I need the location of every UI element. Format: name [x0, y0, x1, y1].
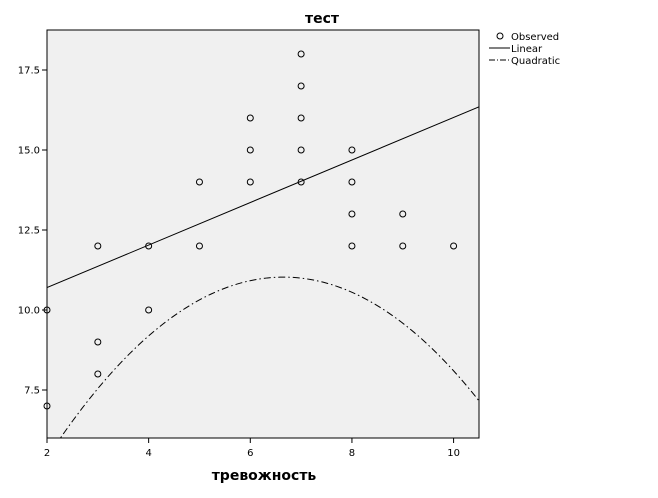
- observed-point: [43, 402, 51, 410]
- observed-point: [94, 242, 102, 250]
- legend-observed-marker: [496, 32, 504, 40]
- observed-point: [348, 242, 356, 250]
- observed-point: [94, 370, 102, 378]
- legend-observed-label: Observed: [511, 32, 559, 43]
- observed-point: [195, 178, 203, 186]
- observed-point: [348, 210, 356, 218]
- chart-title: тест: [305, 11, 340, 27]
- observed-point: [297, 50, 305, 58]
- observed-point: [94, 338, 102, 346]
- observed-point: [145, 306, 153, 314]
- y-tick-label: 7.5: [24, 386, 40, 397]
- observed-point: [246, 114, 254, 122]
- observed-point: [399, 210, 407, 218]
- x-tick-label: 10: [447, 448, 460, 459]
- legend: Observed Linear Quadratic: [489, 32, 560, 67]
- legend-linear-label: Linear: [511, 44, 543, 55]
- y-tick-label: 17.5: [18, 66, 40, 77]
- legend-quadratic-label: Quadratic: [511, 56, 560, 67]
- observed-point: [246, 178, 254, 186]
- observed-point: [43, 306, 51, 314]
- x-tick-label: 4: [145, 448, 151, 459]
- observed-point: [399, 242, 407, 250]
- observed-point: [348, 178, 356, 186]
- x-tick-label: 2: [44, 448, 50, 459]
- observed-point: [195, 242, 203, 250]
- observed-point: [297, 114, 305, 122]
- observed-point: [297, 82, 305, 90]
- linear-fit-line: [47, 106, 479, 289]
- quadratic-fit-curve: [59, 276, 479, 438]
- plot-area: [46, 29, 480, 439]
- x-tick-label: 6: [247, 448, 253, 459]
- y-tick-label: 10.0: [18, 306, 40, 317]
- y-tick-label: 15.0: [18, 146, 40, 157]
- observed-point: [297, 178, 305, 186]
- observed-point: [246, 146, 254, 154]
- observed-point: [145, 242, 153, 250]
- observed-point: [450, 242, 458, 250]
- x-tick-label: 8: [349, 448, 355, 459]
- x-axis-title: тревожность: [212, 468, 317, 484]
- y-tick-label: 12.5: [18, 226, 40, 237]
- observed-point: [297, 146, 305, 154]
- observed-point: [348, 146, 356, 154]
